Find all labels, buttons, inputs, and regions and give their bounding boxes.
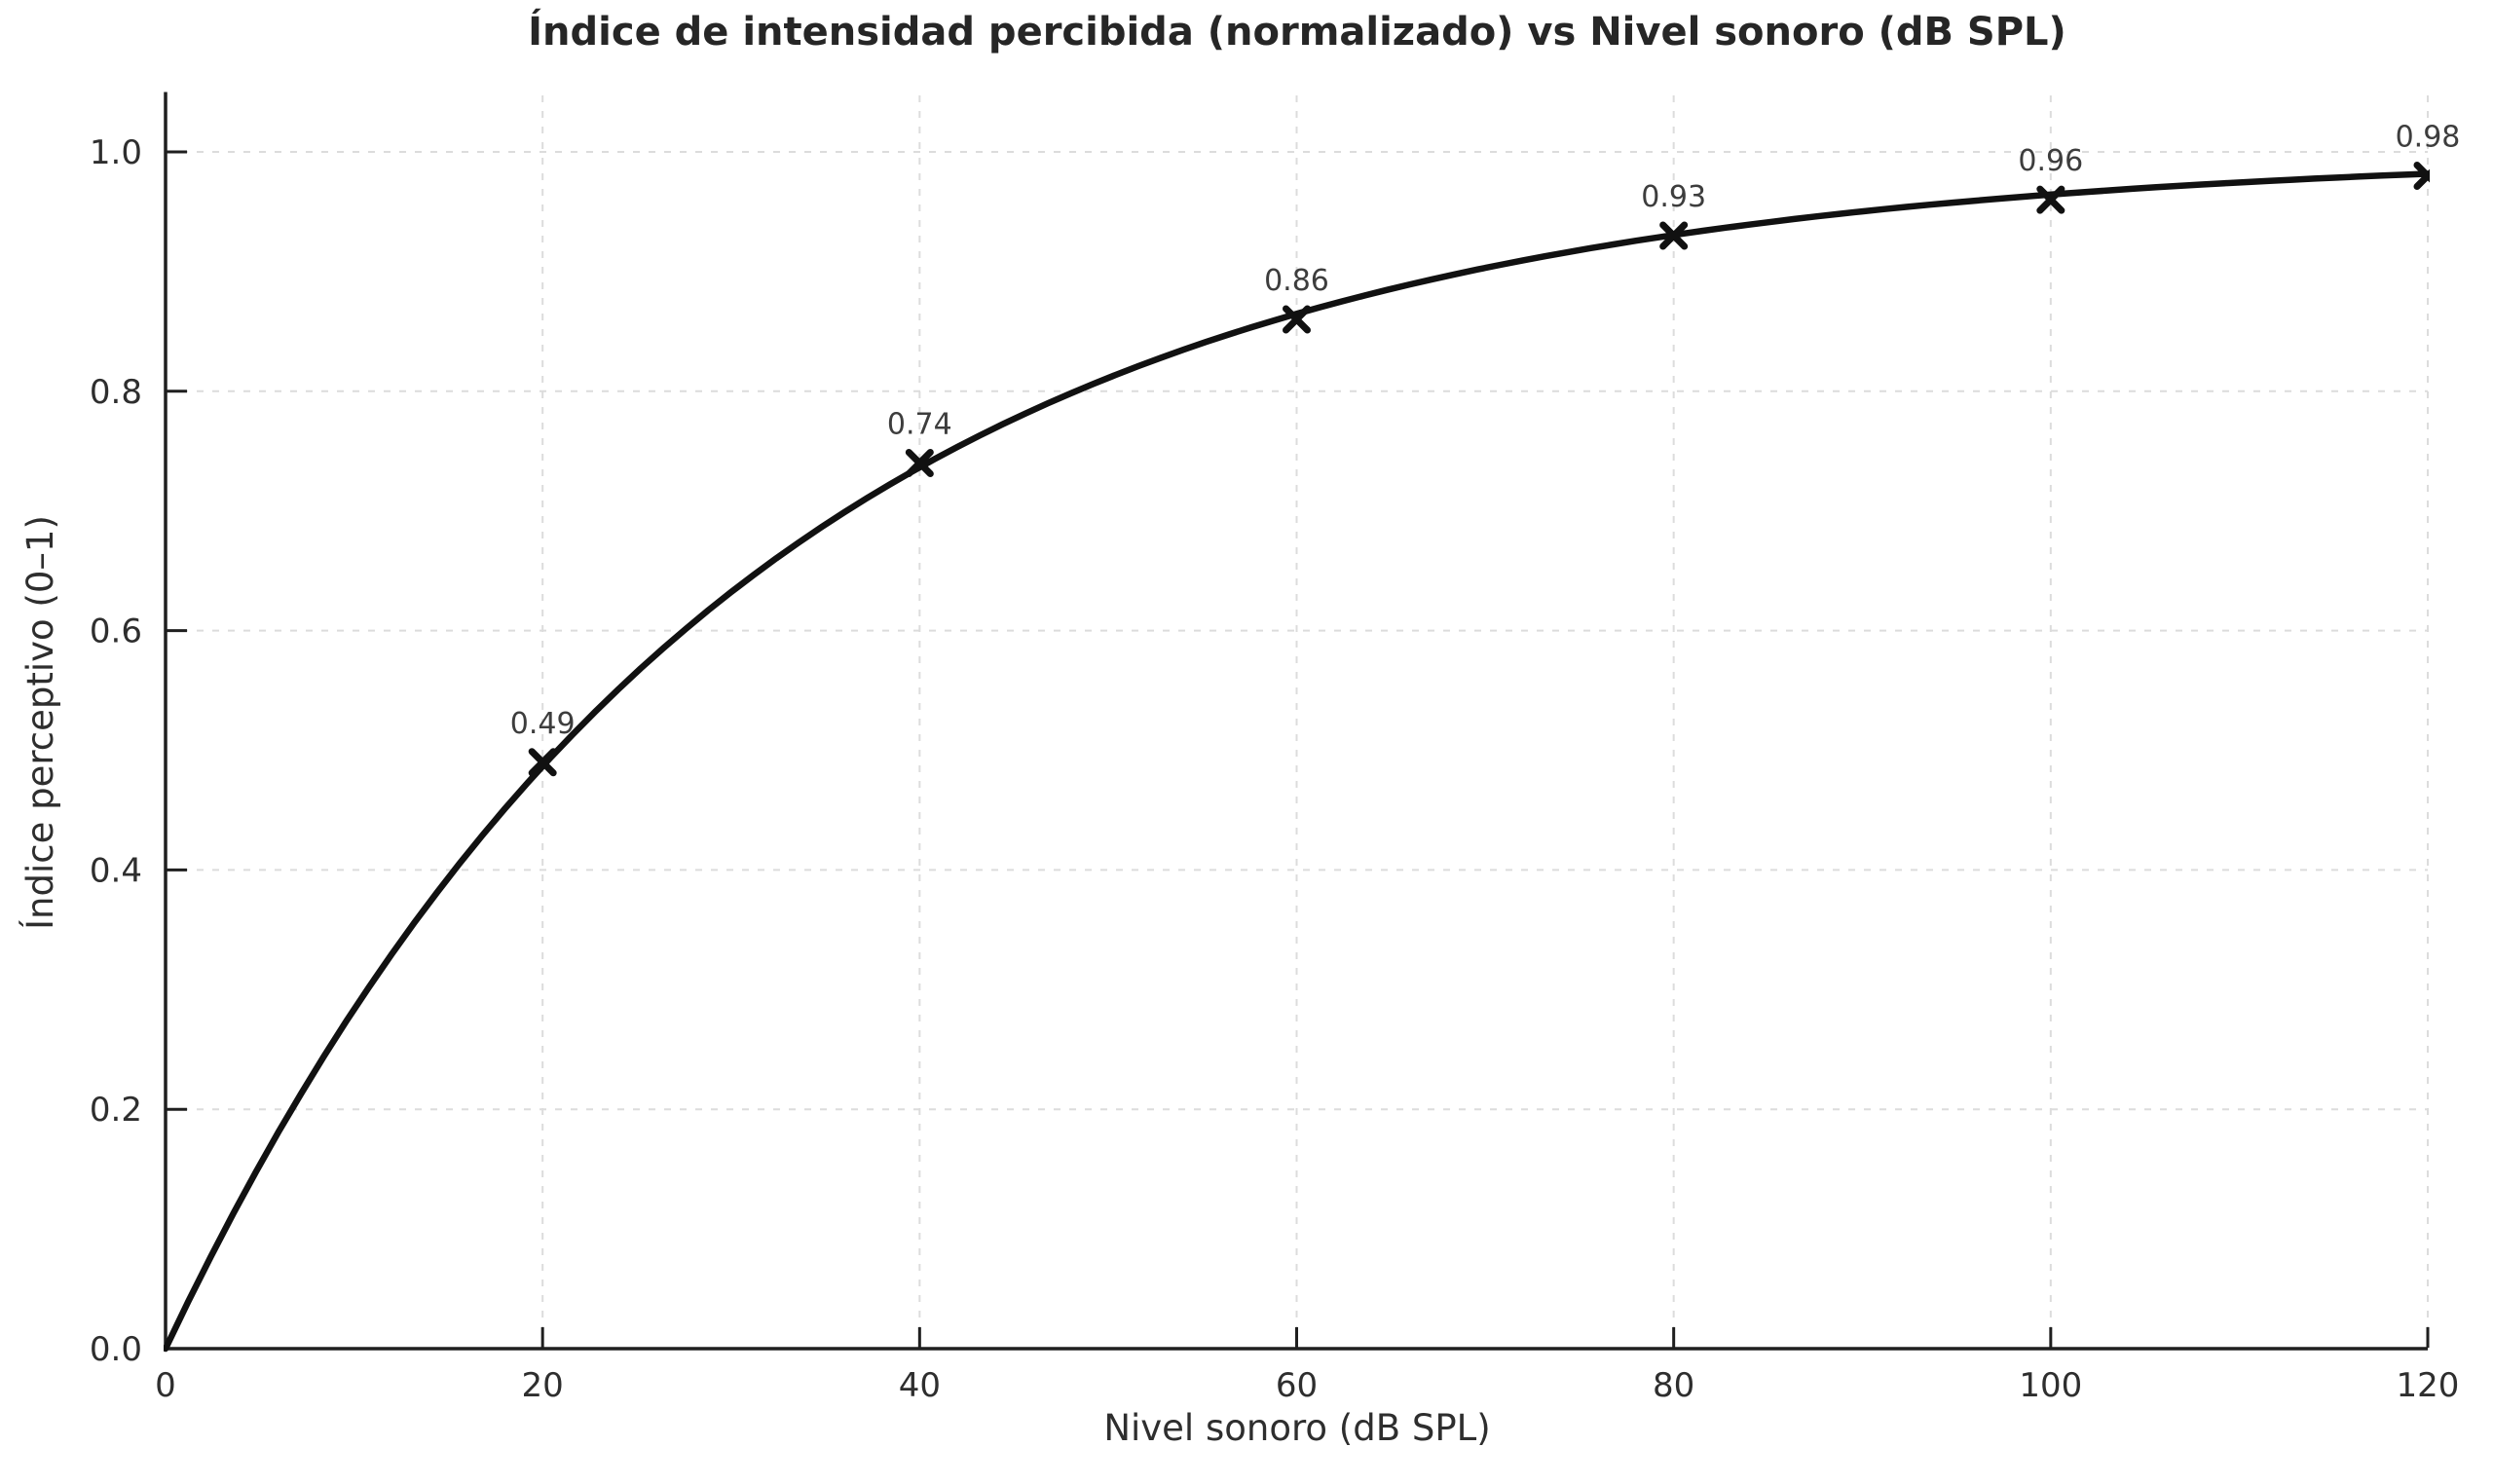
x-marker — [1659, 221, 1689, 250]
point-value-label: 0.74 — [887, 408, 952, 442]
x-tick-label: 20 — [522, 1366, 564, 1405]
point-value-label: 0.98 — [2396, 121, 2461, 155]
chart-title: Índice de intensidad percibida (normaliz… — [528, 10, 2066, 55]
point-labels: 0.49 0.74 0.86 0.93 0.96 0.98 — [510, 121, 2461, 741]
x-marker — [1283, 305, 1311, 334]
tick-labels: 0 20 40 60 80 100 120 0.0 0.2 0.4 0.6 0.8 1.0 — [90, 133, 2460, 1405]
tick-marks — [164, 150, 2430, 1351]
y-tick-label: 1.0 — [90, 133, 142, 172]
point-value-label: 0.96 — [2018, 144, 2083, 178]
x-tick-label: 80 — [1653, 1366, 1694, 1405]
data-markers — [528, 162, 2430, 777]
x-marker — [905, 449, 934, 478]
x-marker — [2413, 168, 2430, 191]
y-tick-label: 0.6 — [90, 612, 142, 651]
x-tick-label: 40 — [899, 1366, 941, 1405]
x-tick-label: 0 — [155, 1366, 176, 1405]
y-axis-label: Índice perceptivo (0–1) — [19, 515, 61, 930]
y-tick-label: 0.4 — [90, 851, 142, 890]
x-tick-label: 60 — [1276, 1366, 1318, 1405]
y-tick-label: 0.8 — [90, 373, 142, 412]
y-tick-label: 0.0 — [90, 1330, 142, 1369]
point-value-label: 0.49 — [510, 707, 576, 741]
point-value-label: 0.86 — [1264, 264, 1329, 298]
grid — [166, 92, 2429, 1349]
x-marker — [528, 748, 557, 777]
axes-spines — [164, 92, 2428, 1351]
y-tick-label: 0.2 — [90, 1091, 142, 1130]
x-tick-label: 120 — [2397, 1366, 2460, 1405]
x-tick-label: 100 — [2019, 1366, 2082, 1405]
point-value-label: 0.93 — [1641, 180, 1706, 214]
x-marker — [2036, 185, 2065, 214]
x-axis-label: Nivel sonoro (dB SPL) — [1103, 1407, 1491, 1449]
